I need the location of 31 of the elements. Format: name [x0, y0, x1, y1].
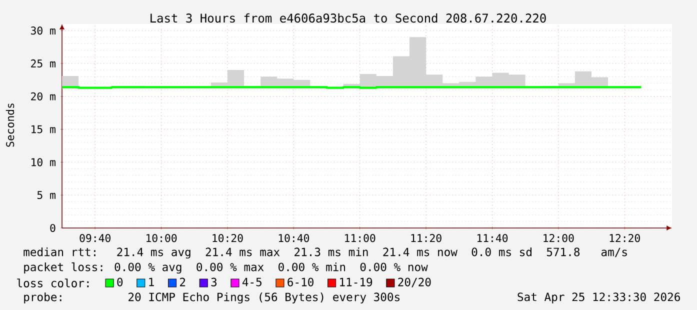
text: packet loss: 0.00 % avg 0.00 % max 0.00 % min 0.00 % now: [24, 262, 428, 274]
x-tick-label: 11:20: [411, 234, 442, 242]
y-tick-label: 20 m: [31, 92, 56, 100]
y-tick-label: 30 m: [30, 26, 56, 35]
legend-label: 1: [149, 278, 154, 286]
y-tick-label: 25 m: [31, 59, 56, 68]
text: probe: 20 ICMP Echo Pings (56 Bytes) every 300s: [24, 292, 400, 304]
x-tick-label: 10:00: [146, 234, 177, 242]
text: Sat Apr 25 12:33:30 2026: [518, 292, 680, 304]
legend-title: loss color:: [17, 278, 89, 288]
y-tick-label: 5 m: [37, 191, 56, 200]
text: median rtt: 21.4 ms avg 21.4 ms max 21.3 ms min 21.4 ms now 0.0 ms sd 571.8 am/s: [24, 247, 627, 258]
x-tick-label: 10:40: [278, 234, 310, 242]
x-tick-label: 11:00: [345, 234, 376, 242]
legend-label: 11-19: [340, 278, 372, 286]
x-tick-label: 10:20: [212, 234, 243, 242]
y-tick-label: 15 m: [32, 125, 56, 134]
legend-label: 0: [117, 278, 123, 286]
chart-title: Last 3 Hours from e4606a93bc5a to Second 208.67.220.220: [150, 13, 546, 23]
x-tick-label: 09:40: [80, 234, 110, 242]
legend-label: 4-5: [242, 278, 262, 286]
x-tick-label: 12:00: [544, 234, 574, 242]
x-tick-label: 11:40: [477, 234, 508, 242]
legend-label: 3: [211, 278, 217, 286]
x-tick-label: 12:20: [610, 234, 640, 242]
legend-label: 6-10: [288, 278, 314, 286]
y-tick-label: 0: [50, 224, 56, 232]
legend-label: 20/20: [398, 278, 431, 288]
legend-label: 2: [180, 278, 186, 286]
y-axis-title: Seconds: [6, 104, 14, 147]
y-tick-label: 10 m: [32, 158, 56, 166]
